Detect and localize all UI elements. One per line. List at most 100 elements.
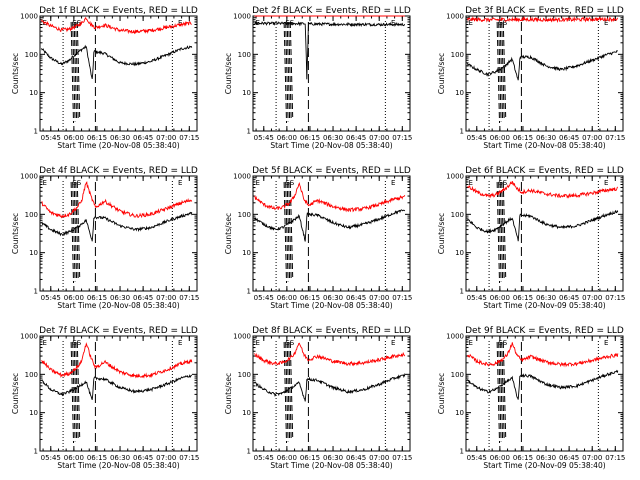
plot-frame xyxy=(465,15,624,132)
marker-label: SS xyxy=(498,179,507,187)
event-dash-line xyxy=(496,181,501,284)
y-tick-label: 1 xyxy=(34,288,38,296)
x-tick-label: 06:45 xyxy=(346,454,366,462)
x-tick-label: 06:00 xyxy=(64,294,84,302)
y-axis-label: Counts/sec xyxy=(437,53,446,94)
marker-label: E xyxy=(256,339,260,347)
panel-title: Det 8f BLACK = Events, RED = LLD xyxy=(252,326,411,336)
x-tick-label: 07:15 xyxy=(605,134,625,142)
x-tick-label: 06:15 xyxy=(513,134,533,142)
event-dash-line xyxy=(75,341,79,439)
marker-label: E xyxy=(469,19,473,27)
x-tick-label: 07:00 xyxy=(582,134,602,142)
x-tick-label: 07:00 xyxy=(582,294,602,302)
lld-series-line xyxy=(467,342,619,368)
event-dash-line xyxy=(70,21,75,124)
x-tick-label: 06:15 xyxy=(513,294,533,302)
marker-label: E xyxy=(178,179,182,187)
lld-series-line xyxy=(254,182,406,213)
event-dash-line xyxy=(288,21,292,119)
event-dash-line xyxy=(285,21,289,122)
detector-panel: Det 7f BLACK = Events, RED = LLD 1 10 100 10… xyxy=(11,326,199,470)
x-tick-label: 05:45 xyxy=(467,294,487,302)
marker-label: SS xyxy=(72,339,81,347)
x-axis-label: Start Time (20-Nov-08 05:38:40) xyxy=(270,141,392,150)
event-dash-line xyxy=(286,181,291,281)
marker-label: E xyxy=(43,339,47,347)
x-tick-label: 07:00 xyxy=(156,134,176,142)
y-axis-label: Counts/sec xyxy=(437,373,446,414)
x-axis-label: Start Time (20-Nov-08 05:38:40) xyxy=(483,141,605,150)
panel-title: Det 4f BLACK = Events, RED = LLD xyxy=(39,166,198,176)
x-tick-label: 06:45 xyxy=(559,454,579,462)
x-axis-label: Start Time (20-Nov-08 05:38:40) xyxy=(270,301,392,310)
lld-series-line xyxy=(41,16,192,35)
events-series-line xyxy=(41,44,193,80)
event-dash-line xyxy=(289,181,294,278)
x-tick-label: 06:45 xyxy=(559,134,579,142)
x-axis-label: Start Time (20-Nov-08 05:38:40) xyxy=(57,141,179,150)
event-dash-line xyxy=(502,341,507,438)
x-tick-label: 05:45 xyxy=(41,294,61,302)
y-tick-label: 1 xyxy=(34,448,38,456)
x-tick-label: 06:15 xyxy=(300,134,320,142)
plot-frame xyxy=(465,335,624,452)
event-dash-line xyxy=(288,341,292,439)
x-tick-label: 07:15 xyxy=(392,294,412,302)
event-dash-line xyxy=(73,341,78,441)
x-tick-label: 06:30 xyxy=(323,134,343,142)
panel-title: Det 2f BLACK = Events, RED = LLD xyxy=(252,6,411,16)
x-tick-label: 06:30 xyxy=(110,454,130,462)
marker-label: E xyxy=(178,19,182,27)
marker-label: E xyxy=(178,339,182,347)
x-tick-label: 06:30 xyxy=(110,294,130,302)
event-dash-line xyxy=(75,21,79,119)
x-tick-label: 07:15 xyxy=(392,454,412,462)
x-tick-label: 06:00 xyxy=(277,134,297,142)
events-series-line xyxy=(254,209,406,242)
x-tick-label: 07:15 xyxy=(179,134,199,142)
event-dash-line xyxy=(498,181,502,282)
lld-series-line xyxy=(467,16,619,24)
y-axis-label: Counts/sec xyxy=(224,53,233,94)
event-dash-line xyxy=(283,181,288,284)
marker-label: SS xyxy=(72,19,81,27)
y-axis-label: Counts/sec xyxy=(11,213,20,254)
plot-frame xyxy=(39,175,198,292)
x-tick-label: 06:00 xyxy=(64,454,84,462)
detector-panel: Det 9f BLACK = Events, RED = LLD 1 10 100 10… xyxy=(437,326,625,470)
x-tick-label: 06:00 xyxy=(277,294,297,302)
x-tick-label: 07:00 xyxy=(156,454,176,462)
y-tick-label: 100 xyxy=(238,51,251,59)
marker-label: E xyxy=(469,179,473,187)
event-dash-line xyxy=(72,21,76,122)
x-tick-label: 06:15 xyxy=(300,454,320,462)
marker-label: E xyxy=(604,19,608,27)
marker-label: E xyxy=(43,179,47,187)
panel-title: Det 6f BLACK = Events, RED = LLD xyxy=(465,166,624,176)
detector-panel: Det 2f BLACK = Events, RED = LLD 1 10 100 10… xyxy=(224,6,412,150)
event-dash-line xyxy=(496,341,501,444)
panel-title: Det 7f BLACK = Events, RED = LLD xyxy=(39,326,198,336)
x-axis-label: Start Time (20-Nov-08 05:38:40) xyxy=(57,301,179,310)
y-tick-label: 1000 xyxy=(233,173,251,181)
events-series-line xyxy=(254,20,406,80)
x-tick-label: 07:00 xyxy=(582,454,602,462)
lld-series-line xyxy=(467,180,619,199)
event-dash-line xyxy=(289,21,294,118)
lld-series-line xyxy=(41,342,193,379)
plot-frame xyxy=(465,175,624,292)
x-tick-label: 06:00 xyxy=(490,294,510,302)
plot-frame xyxy=(252,335,411,452)
x-tick-label: 06:30 xyxy=(323,454,343,462)
event-dash-line xyxy=(76,21,81,118)
x-tick-label: 06:15 xyxy=(513,454,533,462)
event-dash-line xyxy=(289,341,294,438)
x-tick-label: 06:30 xyxy=(536,134,556,142)
x-tick-label: 06:45 xyxy=(559,294,579,302)
x-tick-label: 06:30 xyxy=(536,454,556,462)
y-tick-label: 1 xyxy=(247,288,251,296)
y-tick-label: 10 xyxy=(242,249,251,257)
y-tick-label: 10 xyxy=(455,89,464,97)
x-axis-label: Start Time (20-Nov-08 05:38:40) xyxy=(270,461,392,470)
